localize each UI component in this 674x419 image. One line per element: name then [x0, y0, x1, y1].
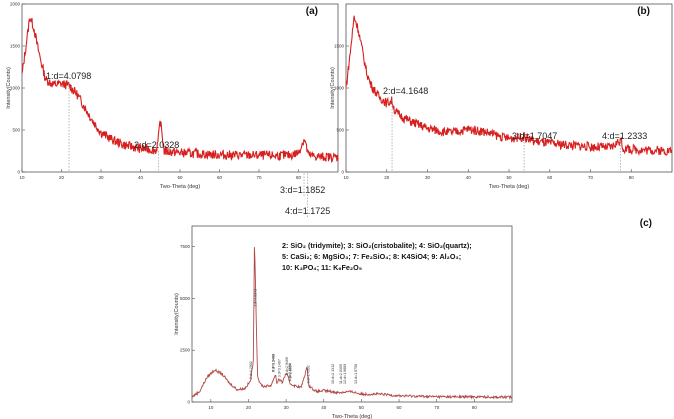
- peak-label: 3:d=1.1852: [280, 185, 325, 195]
- x-tick-label: 40: [321, 405, 327, 410]
- plot-frame: [191, 225, 513, 403]
- y-tick-label: 2500: [180, 348, 191, 353]
- x-tick-label: 60: [397, 405, 403, 410]
- panel-tag: (a): [306, 6, 318, 17]
- x-axis-label: Two-Theta (deg): [160, 184, 201, 190]
- x-tick-label: 10: [208, 405, 214, 410]
- x-tick-label: 40: [466, 175, 472, 180]
- peak-label: 2:d=2.0328: [134, 140, 179, 150]
- y-tick-label: 0: [17, 170, 20, 175]
- x-tick-label: 30: [425, 175, 431, 180]
- x-axis-label: Two-Theta (deg): [489, 184, 530, 190]
- peak-label: 1:d=4.0798: [46, 71, 91, 81]
- y-axis-label: Intensity(Counts): [174, 293, 180, 335]
- y-tick-label: 1500: [334, 44, 345, 49]
- x-tick-label: 10: [19, 175, 25, 180]
- chart-panel-b: 10 20 30 40 50 60 70 80 0 500 1000 1500 Two-Theta (d…: [330, 3, 673, 190]
- x-tick-label: 30: [98, 175, 104, 180]
- peak-label: 8:d=2.9469: [285, 357, 289, 375]
- x-tick-label: 70: [434, 405, 440, 410]
- peak-label: 3:d=3.1467: [278, 359, 282, 377]
- y-tick-label: 1500: [10, 44, 21, 49]
- peak-label: 13:d=1.8758: [354, 364, 358, 384]
- peak-label: 2:d=4.2902: [249, 361, 253, 379]
- chart-panel-c: 10 20 30 40 50 60 70 80 0 2500 5000 7500 Two-Theta (…: [174, 218, 652, 419]
- y-tick-label: 500: [336, 128, 344, 133]
- peak-label: 4:d=1.1725: [285, 206, 330, 216]
- x-tick-label: 60: [547, 175, 553, 180]
- peak-label: 2:d=4.1648: [383, 86, 428, 96]
- peak-label: 5:d=3.3443: [272, 354, 276, 372]
- x-tick-label: 70: [588, 175, 594, 180]
- y-tick-label: 5000: [180, 296, 191, 301]
- x-tick-label: 80: [629, 175, 635, 180]
- peak-label: 10:d=2.1312: [331, 364, 335, 384]
- x-tick-label: 50: [506, 175, 512, 180]
- panel-tag: (c): [640, 218, 652, 229]
- plot-frame: [21, 3, 339, 173]
- peak-label: 6:d=2.8806: [288, 363, 292, 381]
- chart-panel-a: 10 20 30 40 50 60 70 80 0 500 1000 1500 2000 Two-Thet…: [6, 2, 339, 217]
- x-tick-label: 30: [284, 405, 290, 410]
- x-axis-label: Two-Theta (deg): [332, 414, 373, 419]
- peak-label: 7:d=2.8654: [289, 363, 293, 381]
- panel-tag: (b): [637, 6, 650, 17]
- peak-label: 4:d=1.2333: [602, 131, 647, 141]
- x-tick-label: 60: [217, 175, 223, 180]
- phase-legend-line: 10: K₃PO₄; 11: K₆Fe₂O₅: [282, 263, 362, 272]
- x-tick-label: 80: [296, 175, 302, 180]
- x-tick-label: 40: [138, 175, 144, 180]
- y-tick-label: 1000: [334, 86, 345, 91]
- series-line: [21, 17, 339, 163]
- peak-label: 3:d=1.7047: [512, 131, 557, 141]
- y-tick-label: 500: [12, 128, 20, 133]
- peak-label: 11:d=2.0309: [339, 364, 343, 384]
- y-tick-label: 1000: [10, 86, 21, 91]
- y-tick-label: 2000: [10, 2, 21, 7]
- x-tick-label: 10: [343, 175, 349, 180]
- x-tick-label: 20: [59, 175, 65, 180]
- peak-label: 9:d=2.4932: [307, 365, 311, 383]
- series-line: [191, 247, 513, 401]
- peak-label: 4:d=3.3460: [271, 354, 275, 372]
- y-tick-label: 0: [187, 400, 190, 405]
- phase-legend-line: 5: CaSi₂; 6: MgSiO₃; 7: Fe₂SiO₄; 8: K4Si…: [282, 252, 461, 261]
- x-tick-label: 20: [246, 405, 252, 410]
- y-tick-label: 0: [341, 170, 344, 175]
- x-tick-label: 20: [384, 175, 390, 180]
- y-tick-label: 7500: [180, 244, 191, 249]
- x-tick-label: 50: [177, 175, 183, 180]
- x-tick-label: 50: [359, 405, 365, 410]
- peak-label: 1:d=4.0373: [254, 289, 258, 307]
- x-tick-label: 80: [472, 405, 478, 410]
- phase-legend-line: 2: SiO₂ (tridymite); 3: SiO₂(cristobalit…: [282, 241, 472, 250]
- peak-label: 12:d=1.9889: [343, 364, 347, 384]
- y-axis-label: Intensity(Counts): [6, 67, 12, 109]
- y-axis-label: Intensity(Counts): [330, 67, 336, 109]
- x-tick-label: 70: [256, 175, 262, 180]
- series-line: [345, 15, 673, 157]
